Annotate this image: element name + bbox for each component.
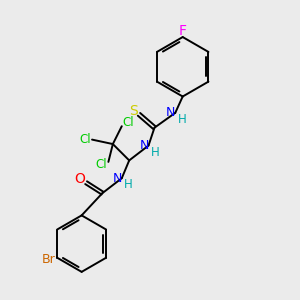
Text: N: N: [166, 106, 176, 119]
Text: Cl: Cl: [122, 116, 134, 129]
Text: H: H: [177, 113, 186, 126]
Text: N: N: [112, 172, 122, 185]
Text: H: H: [124, 178, 133, 191]
Text: N: N: [140, 139, 149, 152]
Text: O: O: [75, 172, 86, 186]
Text: Cl: Cl: [80, 133, 91, 146]
Text: Br: Br: [42, 253, 56, 266]
Text: S: S: [129, 104, 138, 118]
Text: Cl: Cl: [95, 158, 107, 171]
Text: H: H: [151, 146, 159, 159]
Text: F: F: [179, 23, 187, 38]
